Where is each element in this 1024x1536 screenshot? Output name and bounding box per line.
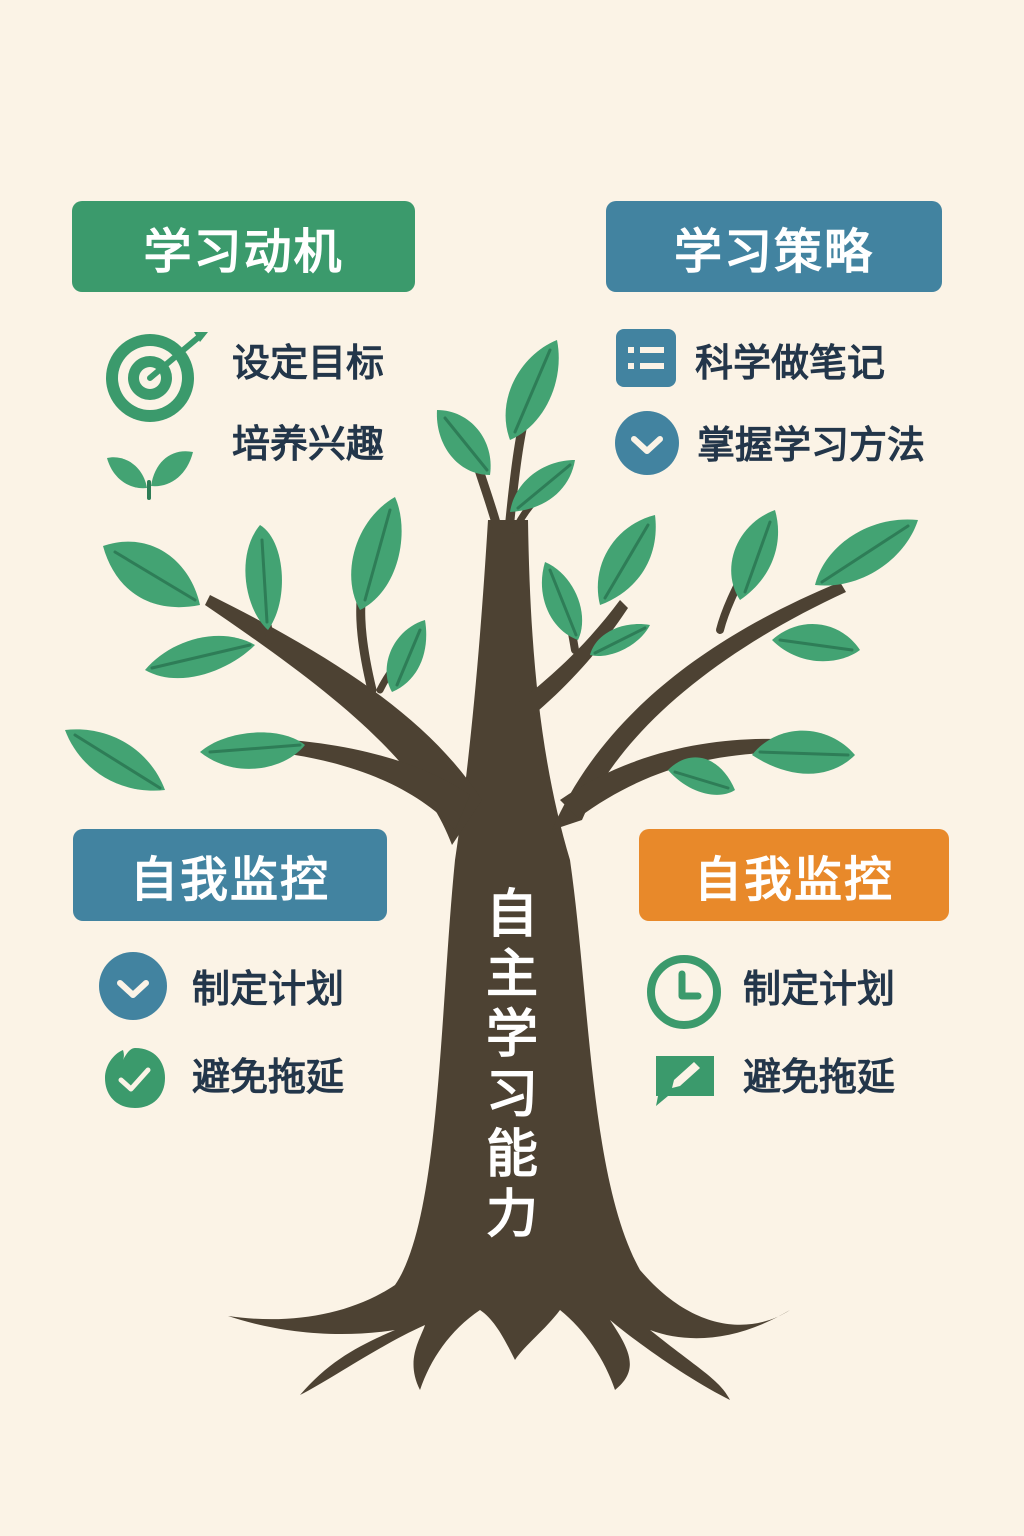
check-circle-icon (615, 411, 679, 475)
list-icon (616, 329, 676, 387)
target-icon (106, 332, 208, 422)
center-label-char: 自 (485, 885, 538, 945)
item-avoid-procrastination-left: 避免拖延 (192, 1055, 345, 1099)
item-cultivate-interest: 培养兴趣 (232, 422, 385, 466)
center-label: 自 主 学 习 能 力 (472, 885, 552, 1245)
center-label-char: 能 (485, 1125, 538, 1185)
item-set-goal: 设定目标 (232, 341, 385, 385)
motivation-header: 学习动机 (72, 201, 415, 292)
pencil-chat-icon (656, 1056, 714, 1106)
leaf (772, 623, 860, 662)
center-label-char: 力 (485, 1185, 538, 1245)
check-leaf-icon (105, 1048, 165, 1108)
self-monitor-header-left: 自我监控 (73, 829, 387, 921)
item-avoid-procrastination-right: 避免拖延 (743, 1055, 896, 1099)
item-make-plan-left: 制定计划 (192, 967, 345, 1011)
check-circle-icon (99, 952, 167, 1020)
sprout-icon (107, 451, 193, 500)
strategy-header: 学习策略 (606, 201, 942, 292)
leaf (200, 732, 305, 769)
item-take-notes: 科学做笔记 (695, 341, 886, 385)
leaf-veins (73, 348, 910, 790)
item-master-methods: 掌握学习方法 (697, 423, 926, 467)
center-label-char: 学 (485, 1005, 538, 1065)
center-label-char: 主 (485, 945, 538, 1005)
center-label-char: 习 (485, 1065, 538, 1125)
leaf (668, 757, 735, 795)
clock-icon (647, 955, 721, 1029)
item-make-plan-right: 制定计划 (743, 967, 896, 1011)
self-monitor-header-right: 自我监控 (639, 829, 949, 921)
